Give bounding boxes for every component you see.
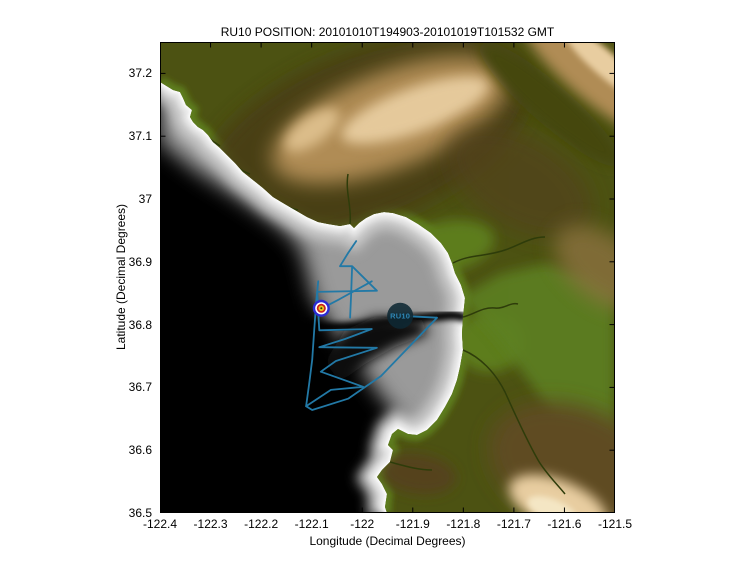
diablo-crest xyxy=(562,42,615,102)
y-tick-label: 36.8 xyxy=(128,317,152,332)
y-tick-label: 37.2 xyxy=(128,66,152,81)
track-segment xyxy=(305,240,438,411)
x-tick-label: -121.7 xyxy=(496,517,531,531)
map-canvas: RU10 xyxy=(160,42,615,513)
gabilan-range xyxy=(554,224,615,310)
se-peak-crest xyxy=(527,495,577,513)
track-segment xyxy=(305,280,320,408)
x-tick-label: -122.1 xyxy=(294,517,329,531)
y-tick-label: 36.5 xyxy=(128,506,152,520)
x-tick-label: -121.9 xyxy=(395,517,430,531)
callout-text: RU10 xyxy=(390,311,410,320)
plot-title: RU10 POSITION: 20101010T194903-20101019T… xyxy=(220,25,555,39)
x-tick-label: -121.6 xyxy=(547,517,582,531)
rift-valley xyxy=(479,42,615,167)
x-tick-label: -122 xyxy=(350,517,375,531)
bullseye-dot xyxy=(320,307,323,310)
x-tick-label: -122.4 xyxy=(142,517,178,531)
callout-bubble xyxy=(387,302,414,329)
glider-callout: RU10 xyxy=(387,302,438,329)
y-tick-label: 36.7 xyxy=(128,380,152,395)
coastal-ridge-highlight xyxy=(284,108,340,152)
track-segment xyxy=(349,265,354,319)
y-tick-label: 36.6 xyxy=(128,443,152,458)
deep-basin-south xyxy=(258,388,362,480)
east-foothills xyxy=(447,126,593,238)
santa-cruz-crest xyxy=(341,76,489,144)
x-tick-label: -122.2 xyxy=(244,517,279,531)
diablo-range xyxy=(518,42,615,138)
plot-border xyxy=(160,42,615,513)
x-axis-label: Longitude (Decimal Degrees) xyxy=(309,534,466,548)
terrain-detail xyxy=(160,42,615,513)
y-tick-label: 37.1 xyxy=(128,129,152,144)
x-tick-label: -121.5 xyxy=(597,517,633,531)
current-position-marker xyxy=(312,299,330,317)
canyon-wedge xyxy=(325,317,428,382)
x-tick-label: -121.8 xyxy=(446,517,481,531)
y-tick-label: 36.9 xyxy=(128,254,152,269)
x-tick-label: -122.3 xyxy=(193,517,228,531)
y-tick-label: 37 xyxy=(138,192,152,206)
